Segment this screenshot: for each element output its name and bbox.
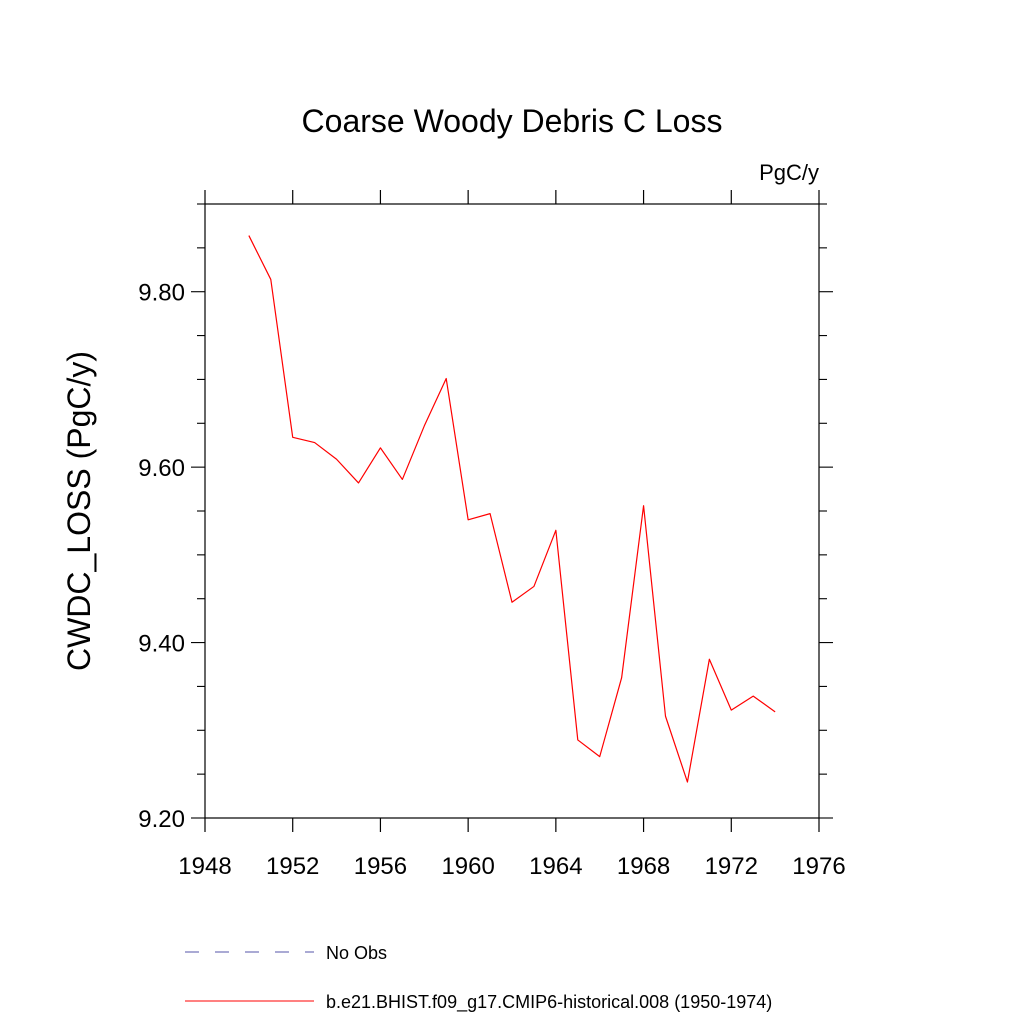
- y-tick-label: 9.80: [138, 280, 185, 307]
- x-tick-label: 1948: [178, 853, 231, 880]
- x-tick-label: 1968: [617, 853, 670, 880]
- y-tick-label: 9.40: [138, 631, 185, 658]
- legend-label: No Obs: [326, 943, 387, 963]
- legend-label: b.e21.BHIST.f09_g17.CMIP6-historical.008…: [326, 992, 772, 1013]
- axis-tick-labels: 1948 1952 1956 1960 1964 1968 1972 1976 9.20 9.40…: [138, 280, 845, 880]
- y-axis-label: CWDC_LOSS (PgC/y): [61, 351, 97, 671]
- x-tick-label: 1976: [792, 853, 845, 880]
- axis-ticks: [191, 190, 833, 832]
- x-tick-label: 1952: [266, 853, 319, 880]
- x-tick-label: 1956: [354, 853, 407, 880]
- series-line: [248, 235, 776, 783]
- y-tick-label: 9.20: [138, 806, 185, 833]
- series-layer: [248, 235, 776, 783]
- units-label: PgC/y: [759, 160, 819, 185]
- y-tick-label: 9.60: [138, 455, 185, 482]
- x-tick-label: 1972: [705, 853, 758, 880]
- x-tick-label: 1964: [529, 853, 582, 880]
- legend: No Obs b.e21.BHIST.f09_g17.CMIP6-historic…: [185, 943, 772, 1013]
- x-tick-label: 1960: [441, 853, 494, 880]
- plot-frame: [204, 203, 820, 819]
- chart-title: Coarse Woody Debris C Loss: [302, 103, 723, 139]
